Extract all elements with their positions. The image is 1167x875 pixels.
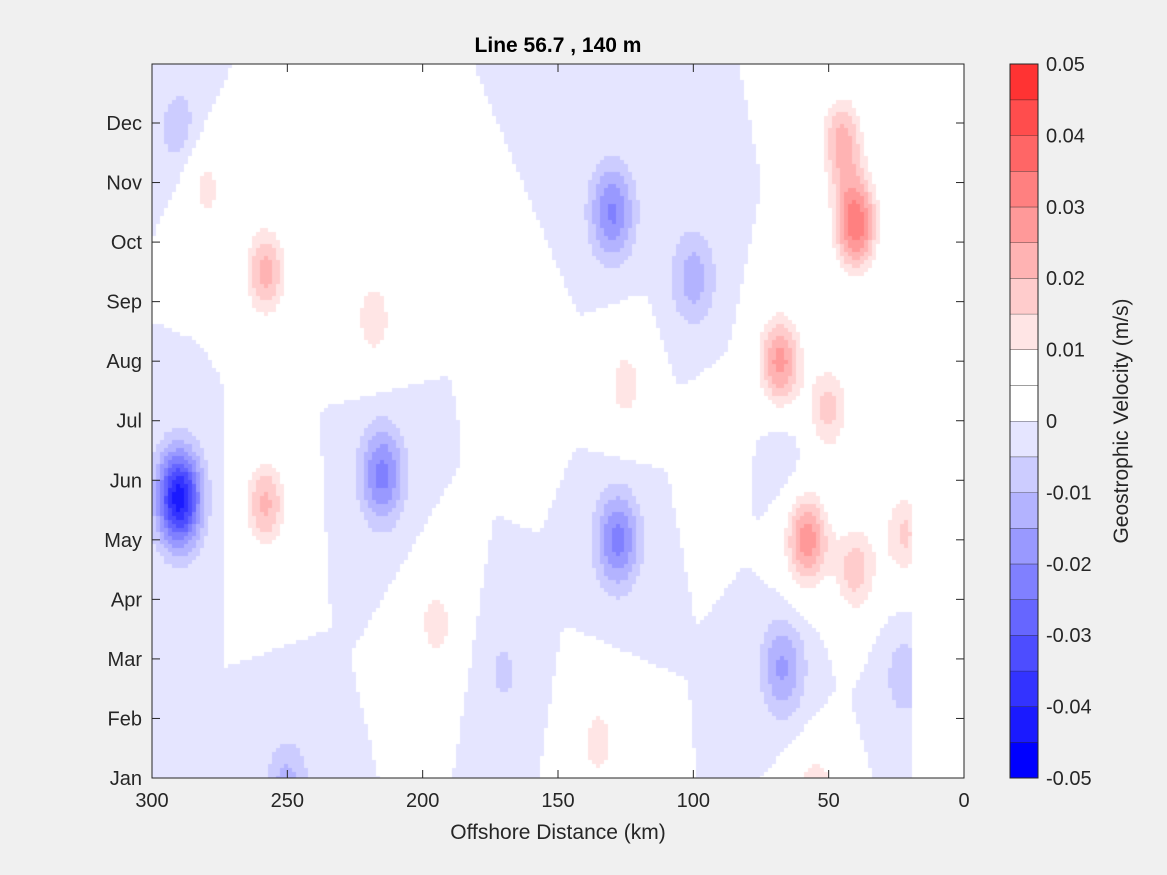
colorbar-tick-label: -0.01 bbox=[1046, 482, 1092, 504]
colorbar-swatch bbox=[1010, 456, 1038, 493]
x-tick-label: 300 bbox=[135, 790, 168, 812]
y-tick-label: Jan bbox=[110, 768, 142, 790]
colorbar-swatch bbox=[1010, 349, 1038, 386]
colorbar-swatch bbox=[1010, 242, 1038, 279]
x-tick-label: 0 bbox=[958, 790, 969, 812]
colorbar-swatch bbox=[1010, 171, 1038, 207]
colorbar-tick-label: -0.05 bbox=[1046, 768, 1092, 790]
y-tick-label: Dec bbox=[106, 113, 142, 135]
colorbar-border bbox=[1009, 63, 1039, 779]
y-tick-label: Oct bbox=[111, 232, 143, 254]
colorbar-swatch bbox=[1010, 421, 1038, 457]
colorbar-tick-label: 0.03 bbox=[1046, 197, 1085, 219]
contour-fill bbox=[152, 64, 964, 778]
colorbar-swatch bbox=[1010, 599, 1038, 636]
colorbar-tick-label: -0.02 bbox=[1046, 554, 1092, 576]
colorbar-swatch bbox=[1010, 635, 1038, 671]
colorbar-swatch bbox=[1010, 670, 1038, 707]
colorbar-swatch bbox=[1010, 99, 1038, 136]
colorbar-tick-label: 0 bbox=[1046, 411, 1057, 433]
x-tick-label: 250 bbox=[271, 790, 304, 812]
colorbar-swatch bbox=[1010, 563, 1038, 600]
colorbar-tick-label: 0.01 bbox=[1046, 340, 1085, 362]
y-tick-label: Sep bbox=[106, 292, 142, 314]
y-tick-label: Feb bbox=[108, 708, 142, 730]
colorbar-tick-label: 0.02 bbox=[1046, 268, 1085, 290]
colorbar-swatch bbox=[1010, 278, 1038, 314]
colorbar-label: Geostrophic Velocity (m/s) bbox=[1110, 298, 1133, 543]
x-tick-label: 200 bbox=[406, 790, 439, 812]
x-axis-label: Offshore Distance (km) bbox=[450, 821, 666, 844]
colorbar-swatch bbox=[1010, 206, 1038, 243]
x-tick-label: 100 bbox=[677, 790, 710, 812]
colorbar-swatch bbox=[1010, 706, 1038, 743]
colorbar-tick-label: 0.05 bbox=[1046, 54, 1085, 76]
x-axis: 300 250 200 150 100 50 0 bbox=[135, 64, 970, 812]
colorbar-swatch bbox=[1010, 492, 1038, 529]
colorbar-swatch bbox=[1010, 528, 1038, 564]
colorbar-tick-label: -0.04 bbox=[1046, 697, 1092, 719]
colorbar-swatch bbox=[1010, 313, 1038, 350]
colorbar-tick-label: -0.03 bbox=[1046, 625, 1092, 647]
y-tick-label: Aug bbox=[106, 351, 142, 373]
y-tick-label: Nov bbox=[106, 173, 142, 195]
colorbar: -0.05 -0.04 -0.03 -0.02 -0.01 0 0.01 0.02 0.03 0.… bbox=[1009, 54, 1092, 790]
y-tick-label: Apr bbox=[111, 589, 142, 611]
colorbar-swatch bbox=[1010, 742, 1038, 778]
colorbar-swatch bbox=[1010, 64, 1038, 100]
chart-title: Line 56.7 , 140 m bbox=[475, 34, 642, 57]
x-tick-label: 150 bbox=[541, 790, 574, 812]
y-axis: Jan Feb Mar Apr May Jun Jul Aug Sep Oct Nov Dec bbox=[104, 113, 964, 790]
x-tick-label: 50 bbox=[818, 790, 840, 812]
colorbar-swatch bbox=[1010, 385, 1038, 421]
colorbar-swatch bbox=[1010, 135, 1038, 172]
y-tick-label: Jul bbox=[116, 411, 142, 433]
y-tick-label: Jun bbox=[110, 470, 142, 492]
colorbar-tick-label: 0.04 bbox=[1046, 125, 1085, 147]
contour-field bbox=[152, 64, 964, 778]
y-tick-label: Mar bbox=[108, 649, 143, 671]
y-tick-label: May bbox=[104, 530, 142, 552]
